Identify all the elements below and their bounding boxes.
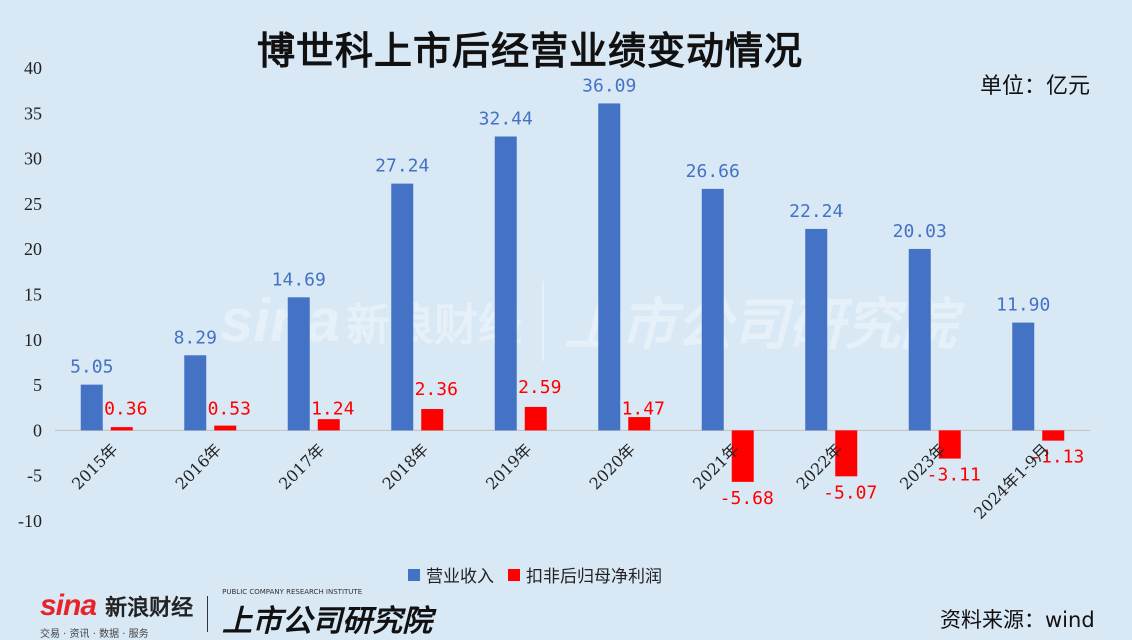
data-label-revenue: 14.69 bbox=[272, 269, 326, 290]
chart-title: 博世科上市后经营业绩变动情况 bbox=[256, 29, 803, 73]
data-label-revenue: 26.66 bbox=[686, 161, 740, 182]
bar-revenue bbox=[391, 183, 414, 431]
x-tick-label: 2016年 bbox=[172, 440, 226, 494]
sina-brand-name: 新浪财经 bbox=[105, 595, 194, 621]
data-label-revenue: 20.03 bbox=[893, 221, 947, 242]
x-tick-label: 2015年 bbox=[68, 440, 122, 494]
x-tick-label: 2018年 bbox=[379, 440, 433, 494]
y-tick-label: -10 bbox=[18, 511, 42, 531]
y-tick-label: 5 bbox=[33, 375, 42, 395]
y-tick-label: -5 bbox=[27, 466, 42, 486]
institute-en: PUBLIC COMPANY RESEARCH INSTITUTE bbox=[222, 588, 363, 596]
legend-swatch-profit bbox=[508, 568, 520, 581]
legend-swatch-revenue bbox=[408, 568, 420, 581]
sina-logo: sina 新浪财经 交易 · 资讯 · 数据 · 服务 PUBLIC COMPA… bbox=[40, 588, 432, 640]
data-label-revenue: 32.44 bbox=[479, 108, 533, 129]
bar-revenue bbox=[1012, 322, 1035, 431]
y-tick-label: 30 bbox=[24, 149, 42, 169]
legend: 营业收入 扣非后归母净利润 bbox=[408, 562, 676, 587]
data-label-revenue: 22.24 bbox=[789, 201, 843, 222]
data-label-profit: 0.53 bbox=[208, 398, 251, 419]
data-label-profit: -1.13 bbox=[1030, 447, 1084, 468]
bar-profit bbox=[1042, 430, 1065, 441]
bar-revenue bbox=[494, 136, 517, 431]
data-label-profit: -5.07 bbox=[823, 482, 877, 503]
bar-profit bbox=[110, 427, 133, 431]
data-label-profit: 2.36 bbox=[415, 379, 458, 400]
unit-label: 单位：亿元 bbox=[980, 74, 1091, 99]
data-label-profit: 1.47 bbox=[622, 398, 665, 419]
source-label: 资料来源：wind bbox=[940, 608, 1095, 632]
legend-label-profit: 扣非后归母净利润 bbox=[526, 567, 662, 587]
data-label-revenue: 8.29 bbox=[174, 327, 217, 348]
logo-divider bbox=[207, 596, 209, 632]
bar-profit bbox=[628, 417, 651, 431]
data-label-revenue: 27.24 bbox=[375, 156, 429, 177]
sina-brand-block: sina 新浪财经 交易 · 资讯 · 数据 · 服务 bbox=[40, 589, 193, 640]
data-label-revenue: 36.09 bbox=[582, 75, 636, 96]
data-label-profit: 2.59 bbox=[518, 377, 561, 398]
bar-revenue bbox=[184, 355, 207, 431]
x-tick-label: 2017年 bbox=[275, 440, 329, 494]
bar-profit bbox=[214, 425, 237, 431]
bar-revenue bbox=[805, 228, 828, 431]
x-tick-label: 2024年1-9月 bbox=[970, 440, 1053, 523]
sina-wordmark: sina bbox=[40, 588, 97, 622]
y-tick-label: 0 bbox=[33, 420, 42, 440]
bar-revenue bbox=[701, 188, 724, 431]
x-tick-label: 2019年 bbox=[482, 440, 536, 494]
bar-revenue bbox=[598, 103, 621, 431]
y-tick-label: 20 bbox=[24, 239, 42, 259]
y-tick-label: 35 bbox=[24, 103, 42, 123]
bar-revenue bbox=[287, 297, 310, 431]
bar-profit bbox=[835, 430, 858, 477]
bar-profit bbox=[524, 406, 547, 431]
data-label-revenue: 11.90 bbox=[996, 295, 1050, 316]
legend-item-profit: 扣非后归母净利润 bbox=[508, 562, 662, 587]
data-label-profit: -5.68 bbox=[720, 488, 774, 509]
bar-revenue bbox=[80, 384, 103, 431]
y-tick-label: 25 bbox=[24, 194, 42, 214]
bar-profit bbox=[317, 419, 340, 431]
institute-block: PUBLIC COMPANY RESEARCH INSTITUTE 上市公司研究… bbox=[222, 588, 432, 640]
data-label-profit: 1.24 bbox=[311, 398, 354, 419]
institute-name: 上市公司研究院 bbox=[222, 604, 433, 639]
bar-profit bbox=[421, 409, 444, 431]
legend-item-revenue: 营业收入 bbox=[408, 562, 494, 587]
data-label-profit: -3.11 bbox=[927, 465, 981, 486]
sina-brand-sub: 交易 · 资讯 · 数据 · 服务 bbox=[40, 628, 149, 640]
bar-profit bbox=[731, 430, 754, 482]
x-tick-label: 2020年 bbox=[586, 440, 640, 494]
bar-revenue bbox=[908, 248, 931, 431]
data-label-profit: 0.36 bbox=[104, 398, 147, 419]
legend-label-revenue: 营业收入 bbox=[426, 567, 494, 587]
y-tick-label: 10 bbox=[24, 330, 42, 350]
y-tick-label: 15 bbox=[24, 285, 42, 305]
data-label-revenue: 5.05 bbox=[70, 357, 113, 378]
bar-profit bbox=[938, 430, 961, 459]
y-tick-label: 40 bbox=[24, 58, 42, 78]
